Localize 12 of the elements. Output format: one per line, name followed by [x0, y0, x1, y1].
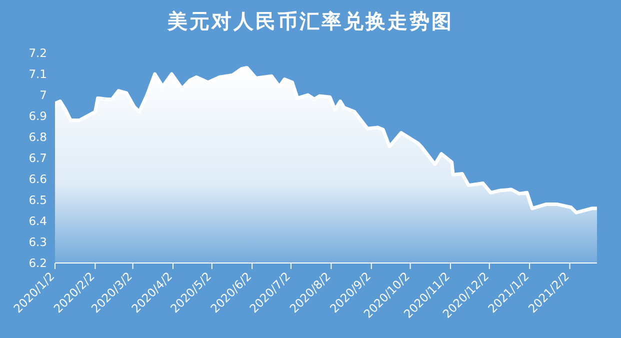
y-tick-label: 6.6: [28, 172, 47, 186]
y-tick-label: 6.5: [28, 193, 47, 208]
y-tick-label: 6.3: [28, 235, 47, 250]
chart-title: 美元对人民币汇率兑换走势图: [166, 8, 454, 35]
y-tick-label: 7.1: [28, 67, 47, 82]
y-tick-label: 6.9: [28, 109, 47, 124]
y-tick-label: 6.4: [28, 214, 47, 228]
y-tick-label: 6.2: [28, 256, 47, 270]
y-tick-label: 6.8: [28, 130, 47, 144]
y-tick-label: 7.2: [28, 46, 47, 60]
y-tick-label: 7: [40, 88, 47, 102]
y-tick-label: 6.7: [28, 151, 47, 166]
